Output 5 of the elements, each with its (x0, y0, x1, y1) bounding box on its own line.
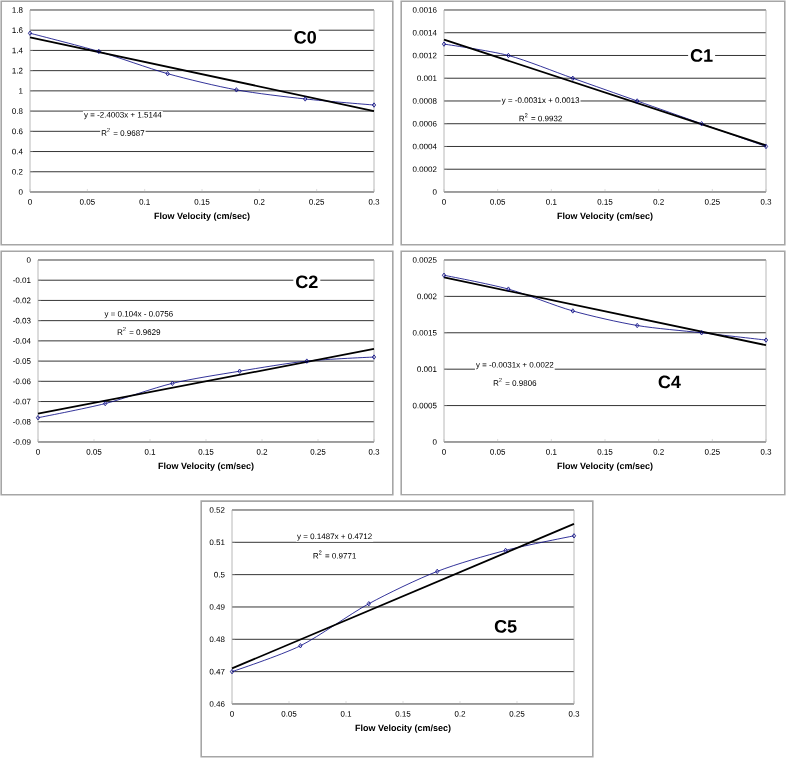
text: C2 (296, 275, 318, 289)
text: C5 (494, 619, 517, 633)
text: C4 (658, 375, 681, 389)
text: C1 (690, 49, 713, 62)
text: C0 (294, 30, 316, 44)
